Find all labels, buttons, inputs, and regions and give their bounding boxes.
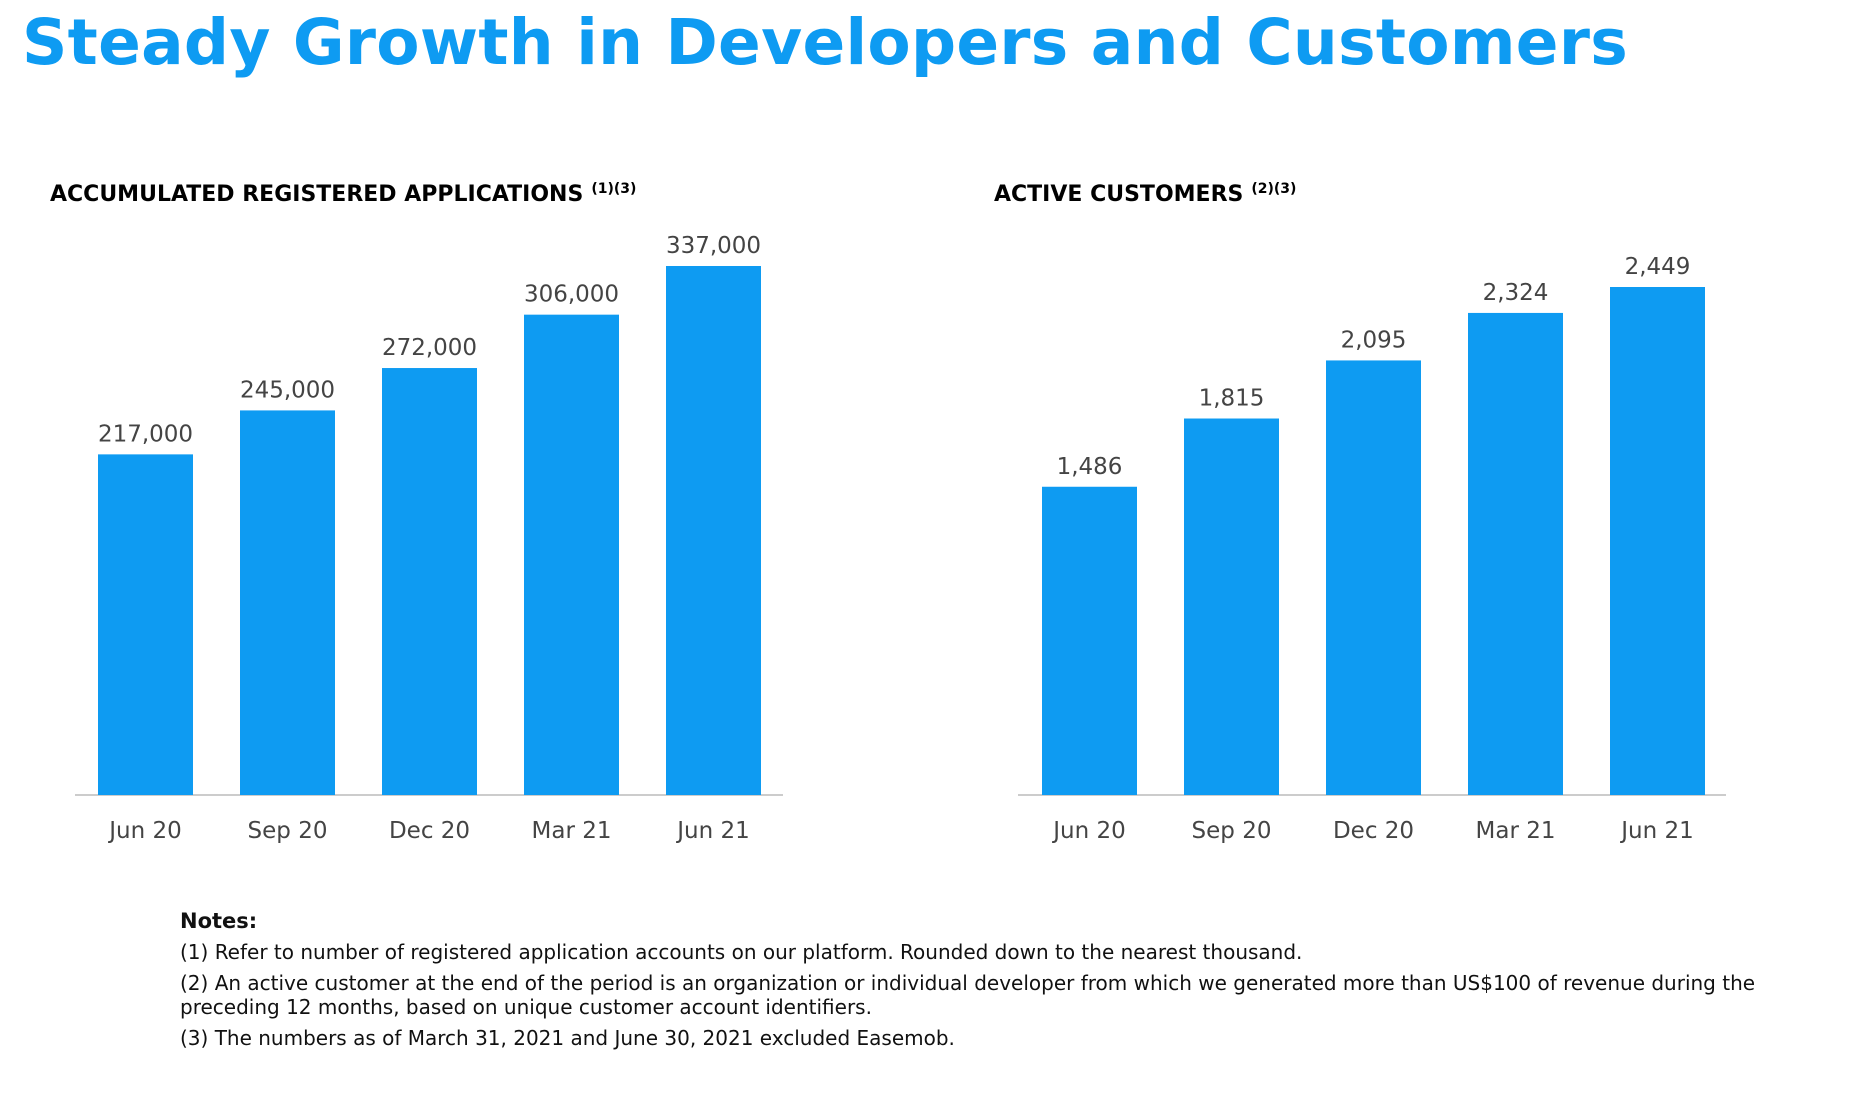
customers-bar-1 bbox=[1042, 486, 1137, 795]
applications-value-label-4: 306,000 bbox=[524, 282, 619, 308]
applications-value-label-1: 217,000 bbox=[98, 421, 193, 447]
applications-value-label-5: 337,000 bbox=[666, 233, 761, 259]
applications-bar-3 bbox=[382, 368, 477, 795]
customers-value-label-1: 1,486 bbox=[1057, 454, 1123, 480]
customers-value-label-5: 2,449 bbox=[1625, 254, 1691, 280]
applications-value-label-3: 272,000 bbox=[382, 335, 477, 361]
right-chart-notes-ref: (2)(3) bbox=[1251, 181, 1297, 197]
applications-tick-label-3: Dec 20 bbox=[389, 818, 470, 844]
left-chart-title: ACCUMULATED REGISTERED APPLICATIONS (1)(3… bbox=[50, 181, 636, 207]
note-1: (1) Refer to number of registered applic… bbox=[180, 940, 1303, 964]
note-2: (2) An active customer at the end of the… bbox=[180, 971, 1756, 1019]
left-chart-notes-ref: (1)(3) bbox=[591, 181, 637, 197]
notes-heading: Notes: bbox=[180, 909, 258, 933]
customers-value-label-3: 2,095 bbox=[1341, 327, 1407, 353]
applications-tick-label-4: Mar 21 bbox=[532, 818, 612, 844]
customers-bar-chart: 1,486 Jun 20 1,815 Sep 20 2,095 Dec 20 2,324 Ma… bbox=[1018, 254, 1726, 844]
applications-value-label-2: 245,000 bbox=[240, 377, 335, 403]
right-chart-title-text: ACTIVE CUSTOMERS bbox=[994, 182, 1244, 207]
applications-bar-2 bbox=[240, 410, 335, 795]
customers-tick-label-3: Dec 20 bbox=[1333, 818, 1414, 844]
notes-section: Notes: (1) Refer to number of registered… bbox=[180, 909, 1830, 1057]
applications-tick-label-2: Sep 20 bbox=[248, 818, 328, 844]
right-chart-title: ACTIVE CUSTOMERS (2)(3) bbox=[994, 181, 1296, 207]
customers-tick-label-2: Sep 20 bbox=[1192, 818, 1272, 844]
applications-tick-label-5: Jun 21 bbox=[675, 818, 750, 844]
customers-bar-2 bbox=[1184, 418, 1279, 795]
customers-value-label-4: 2,324 bbox=[1483, 280, 1549, 306]
left-chart-title-text: ACCUMULATED REGISTERED APPLICATIONS bbox=[50, 182, 584, 207]
customers-bar-3 bbox=[1326, 360, 1421, 795]
customers-tick-label-4: Mar 21 bbox=[1476, 818, 1556, 844]
customers-bar-5 bbox=[1610, 287, 1705, 795]
customers-tick-label-5: Jun 21 bbox=[1619, 818, 1694, 844]
customers-tick-label-1: Jun 20 bbox=[1051, 818, 1126, 844]
applications-bar-1 bbox=[98, 454, 193, 795]
applications-bar-chart: 217,000 Jun 20 245,000 Sep 20 272,000 Dec 20 3… bbox=[75, 233, 783, 844]
note-3: (3) The numbers as of March 31, 2021 and… bbox=[180, 1026, 955, 1050]
page-title: Steady Growth in Developers and Customer… bbox=[22, 6, 1629, 79]
customers-bar-4 bbox=[1468, 312, 1563, 795]
applications-bar-5 bbox=[666, 266, 761, 795]
applications-bar-4 bbox=[524, 314, 619, 795]
customers-value-label-2: 1,815 bbox=[1199, 386, 1265, 412]
applications-tick-label-1: Jun 20 bbox=[107, 818, 182, 844]
